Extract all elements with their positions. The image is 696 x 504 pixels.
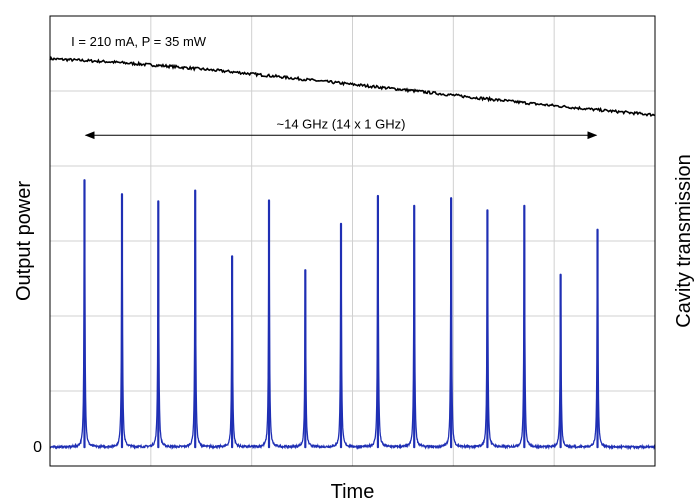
output-power-line [49,55,656,117]
annotations: ~14 GHz (14 x 1 GHz) I = 210 mA, P = 35 … [71,34,598,140]
x-axis-label: Time [331,481,375,503]
output-power-series [49,55,656,117]
span-annotation: ~14 GHz (14 x 1 GHz) [277,116,406,131]
cavity-transmission-line [49,190,656,451]
grid [50,16,655,466]
plot-frame [49,15,656,467]
y-tick-labels: 0 [33,439,42,456]
y2-axis-label: Cavity transmission [673,154,695,327]
y-tick-label: 0 [33,439,42,456]
cavity-transmission-series [49,179,656,451]
operating-conditions-annotation: I = 210 mA, P = 35 mW [71,34,207,49]
y-axis-label: Output power [13,181,35,301]
